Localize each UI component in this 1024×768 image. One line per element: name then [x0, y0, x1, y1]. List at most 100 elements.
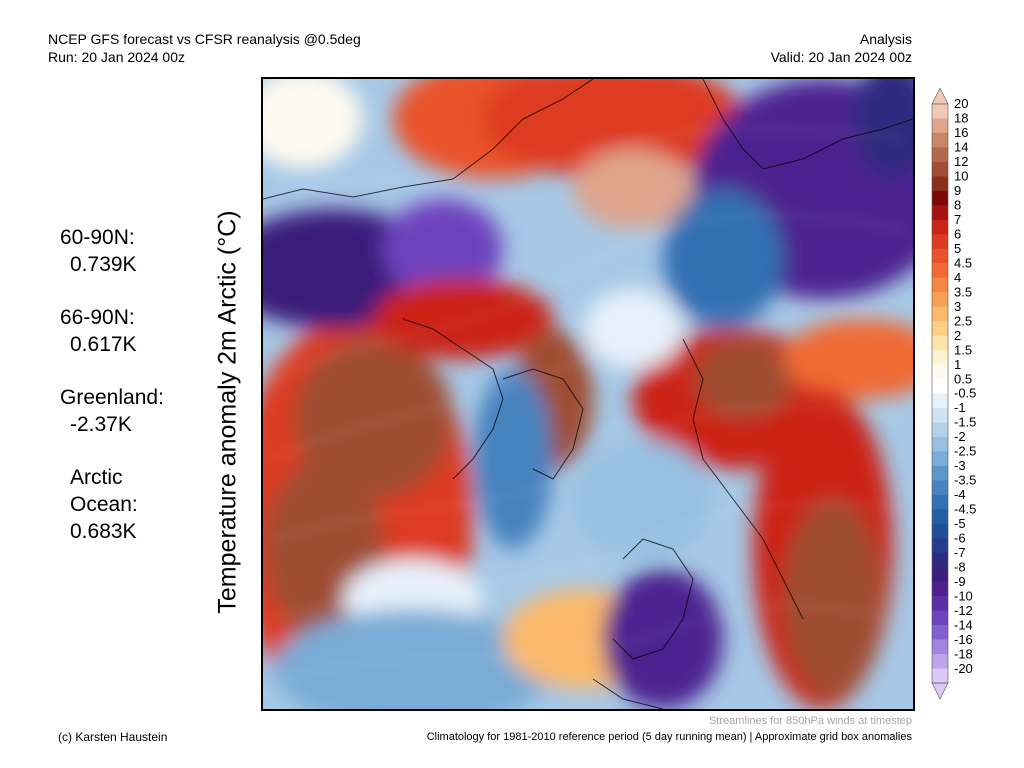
map-title: NCEP GFS forecast vs CFSR reanalysis @0.…	[48, 31, 361, 47]
colorbar-tick-label: 10	[954, 169, 968, 184]
colorbar-swatch	[932, 523, 948, 539]
regional-anomalies: 60-90N: 0.739K 66-90N: 0.617K Greenland:…	[60, 224, 190, 571]
colorbar-tick-label: -1	[954, 400, 966, 415]
colorbar-swatch	[932, 465, 948, 481]
colorbar-tick-label: 16	[954, 125, 968, 140]
colorbar-tick-label: 9	[954, 183, 961, 198]
colorbar-min-arrow	[931, 682, 949, 700]
stat-60-90n: 60-90N: 0.739K	[60, 224, 190, 278]
colorbar-swatch	[932, 480, 948, 496]
stat-label: Greenland:	[60, 386, 164, 409]
colorbar-swatch	[932, 321, 948, 336]
run-time: Run: 20 Jan 2024 00z	[48, 49, 185, 65]
colorbar-swatch	[932, 379, 948, 394]
colorbar-swatch	[932, 132, 948, 148]
colorbar-tick-label: 0.5	[954, 371, 972, 386]
colorbar-swatch	[932, 277, 948, 293]
colorbar-tick-label: -10	[954, 588, 973, 603]
colorbar-tick-label: 2	[954, 328, 961, 343]
stat-label: Arctic Ocean:	[70, 466, 138, 516]
colorbar-frame	[931, 103, 949, 684]
colorbar-tick-label: -18	[954, 646, 973, 661]
stat-value: -2.37K	[70, 413, 132, 436]
colorbar-tick-label: 5	[954, 241, 961, 256]
colorbar-swatch	[932, 161, 948, 177]
colorbar-swatch	[932, 190, 948, 206]
stat-66-90n: 66-90N: 0.617K	[60, 304, 190, 358]
colorbar-swatch	[932, 306, 948, 322]
colorbar-swatch	[932, 292, 948, 308]
colorbar-tick-label: 4	[954, 270, 961, 285]
header-right: Analysis Valid: 20 Jan 2024 00z	[771, 30, 912, 66]
colorbar-tick-label: -4	[954, 487, 966, 502]
colorbar-swatch	[932, 567, 948, 583]
colorbar-tick-label: 3.5	[954, 284, 972, 299]
colorbar-swatch	[932, 596, 948, 612]
colorbar-swatch	[932, 393, 948, 409]
colorbar-tick-label: -3	[954, 458, 966, 473]
colorbar-tick-label: -9	[954, 574, 966, 589]
colorbar-swatch	[932, 364, 948, 380]
colorbar-swatch	[932, 407, 948, 423]
colorbar-tick-label: -8	[954, 559, 966, 574]
stat-label: 66-90N:	[60, 306, 135, 329]
colorbar-swatch	[932, 668, 948, 684]
anomaly-map	[261, 77, 915, 711]
author-credit: (c) Karsten Haustein	[58, 730, 168, 744]
colorbar-swatch	[932, 263, 948, 279]
colorbar-swatch	[932, 147, 948, 163]
colorbar-swatch	[932, 494, 948, 510]
colorbar-swatch	[932, 104, 948, 119]
colorbar-swatch	[932, 581, 948, 597]
colorbar-tick-label: 20	[954, 96, 968, 111]
colorbar-swatch	[932, 538, 948, 554]
colorbar-tick-label: -3.5	[954, 473, 976, 488]
colorbar-swatch	[932, 610, 948, 626]
colorbar-tick-label: -14	[954, 617, 973, 632]
colorbar-swatch	[932, 176, 948, 192]
colorbar-tick-label: 18	[954, 111, 968, 126]
colorbar-tick-label: -5	[954, 516, 966, 531]
colorbar-tick-label: 4.5	[954, 255, 972, 270]
colorbar-swatch	[932, 451, 948, 467]
colorbar-tick-label: -12	[954, 603, 973, 618]
colorbar-labels: 201816141210987654.543.532.521.510.5-0.5…	[954, 96, 976, 676]
stat-value: 0.617K	[70, 333, 137, 356]
stat-arctic-ocean: Arctic Ocean: 0.683K	[60, 464, 190, 545]
colorbar-tick-label: 14	[954, 140, 968, 155]
colorbar-tick-label: 2.5	[954, 313, 972, 328]
colorbar-tick-label: -2.5	[954, 444, 976, 459]
coastlines	[263, 79, 913, 709]
colorbar-swatch	[932, 422, 948, 438]
analysis-label: Analysis	[859, 31, 912, 47]
colorbar-swatch	[932, 350, 948, 365]
map-canvas	[263, 79, 913, 709]
colorbar-tick-label: -7	[954, 545, 966, 560]
colorbar-swatch	[932, 654, 948, 669]
colorbar-swatch	[932, 509, 948, 525]
valid-time: Valid: 20 Jan 2024 00z	[770, 49, 912, 65]
colorbar-swatch	[932, 118, 948, 134]
colorbar-tick-label: 8	[954, 198, 961, 213]
colorbar-max-arrow	[931, 87, 949, 105]
colorbar-swatch	[932, 436, 948, 452]
stat-value: 0.683K	[70, 520, 137, 543]
colorbar-swatch	[932, 234, 948, 250]
colorbar-tick-label: 6	[954, 227, 961, 242]
colorbar-swatch	[932, 625, 948, 640]
colorbar-tick-label: 1.5	[954, 342, 972, 357]
colorbar-tick-label: -2	[954, 429, 966, 444]
colorbar-tick-label: 7	[954, 212, 961, 227]
stat-label: 60-90N:	[60, 226, 135, 249]
stat-greenland: Greenland: -2.37K	[60, 384, 190, 438]
anomaly-field	[263, 79, 913, 709]
colorbar-swatch	[932, 248, 948, 264]
colorbar-swatches	[931, 87, 949, 700]
colorbar-tick-label: -16	[954, 632, 973, 647]
colorbar-swatch	[932, 639, 948, 655]
colorbar-tick-label: 1	[954, 357, 961, 372]
colorbar-tick-label: 3	[954, 299, 961, 314]
colorbar-tick-label: 12	[954, 154, 968, 169]
wind-streamlines	[272, 128, 904, 680]
